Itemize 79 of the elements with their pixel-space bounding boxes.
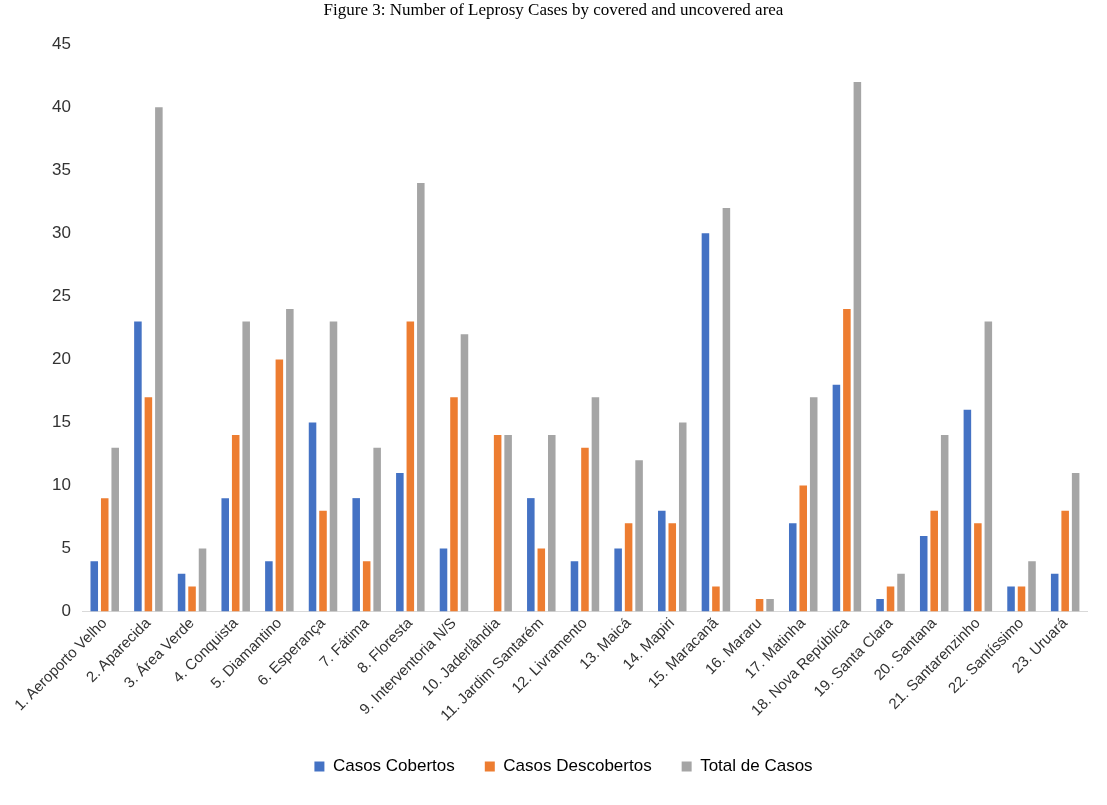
bar bbox=[799, 485, 808, 612]
bar bbox=[853, 82, 862, 612]
bar bbox=[134, 321, 142, 612]
y-tick-label: 10 bbox=[51, 475, 71, 495]
bar bbox=[712, 586, 720, 612]
bar bbox=[352, 498, 360, 612]
bar bbox=[537, 548, 546, 612]
legend-label: Casos Cobertos bbox=[332, 756, 455, 776]
bar bbox=[876, 599, 884, 612]
bar bbox=[766, 599, 774, 612]
bar bbox=[974, 523, 982, 612]
bar bbox=[231, 435, 240, 612]
bar bbox=[90, 561, 99, 612]
legend-label: Casos Descobertos bbox=[503, 756, 652, 776]
bar bbox=[963, 409, 972, 612]
y-tick-label: 15 bbox=[51, 412, 71, 432]
bar bbox=[843, 308, 851, 612]
bar bbox=[886, 586, 895, 612]
bar bbox=[548, 435, 556, 612]
bar bbox=[658, 510, 666, 612]
bar bbox=[701, 233, 710, 612]
bar bbox=[581, 447, 589, 612]
bar bbox=[373, 447, 381, 612]
y-tick-label: 40 bbox=[51, 96, 71, 116]
bar bbox=[275, 359, 284, 612]
bar bbox=[406, 321, 415, 612]
bar bbox=[362, 561, 371, 612]
y-tick-label: 20 bbox=[51, 349, 71, 369]
bar bbox=[265, 561, 273, 612]
bar bbox=[635, 460, 643, 612]
bar bbox=[940, 435, 949, 612]
chart-title: Figure 3: Number of Leprosy Cases by covered and uncovered area bbox=[322, 0, 785, 20]
bar bbox=[111, 447, 119, 612]
y-tick-label: 45 bbox=[51, 33, 71, 53]
bar bbox=[1007, 586, 1015, 612]
bar bbox=[417, 182, 425, 612]
y-tick-label: 5 bbox=[61, 538, 71, 558]
bar bbox=[591, 397, 600, 612]
bar bbox=[177, 573, 186, 612]
bar bbox=[678, 422, 687, 612]
bar bbox=[930, 510, 938, 612]
bar bbox=[439, 548, 448, 612]
bar bbox=[832, 384, 841, 612]
bar bbox=[570, 561, 579, 612]
bar bbox=[919, 535, 928, 612]
bar bbox=[319, 510, 327, 612]
bar bbox=[100, 498, 109, 612]
bar bbox=[308, 422, 317, 612]
bar bbox=[396, 472, 404, 612]
bar bbox=[221, 498, 229, 612]
legend-label: Total de Casos bbox=[700, 756, 813, 776]
bar bbox=[155, 107, 163, 612]
bar bbox=[527, 498, 535, 612]
bar bbox=[188, 586, 196, 612]
bar bbox=[897, 573, 905, 612]
bar bbox=[198, 548, 207, 612]
bar bbox=[329, 321, 338, 612]
bar bbox=[809, 397, 818, 612]
bar bbox=[1050, 573, 1059, 612]
bar bbox=[1017, 586, 1026, 612]
y-tick-label: 0 bbox=[61, 601, 71, 621]
y-tick-label: 25 bbox=[51, 286, 71, 306]
bar bbox=[668, 523, 677, 612]
bar bbox=[450, 397, 458, 612]
bar bbox=[984, 321, 993, 612]
bar bbox=[788, 523, 797, 612]
bar bbox=[1028, 561, 1036, 612]
bar bbox=[493, 435, 502, 612]
y-tick-label: 35 bbox=[51, 159, 71, 179]
bar bbox=[504, 435, 512, 612]
bar bbox=[614, 548, 622, 612]
bar bbox=[1061, 510, 1069, 612]
bar bbox=[286, 308, 294, 612]
bar bbox=[460, 334, 469, 612]
bar bbox=[242, 321, 250, 612]
bar bbox=[624, 523, 633, 612]
bar bbox=[722, 208, 731, 612]
bar bbox=[144, 397, 153, 612]
y-tick-label: 30 bbox=[51, 223, 71, 243]
